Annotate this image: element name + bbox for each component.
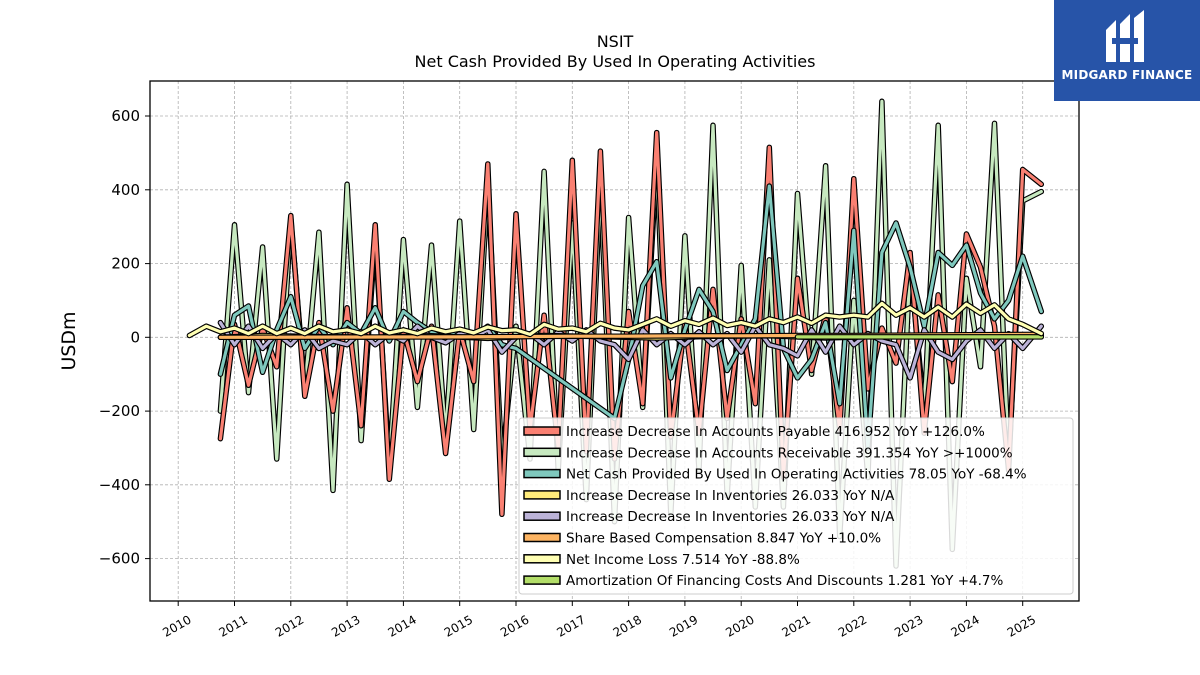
- logo-text: MIDGARD FINANCE: [1061, 68, 1193, 82]
- chart-title: NSIT: [597, 32, 634, 51]
- x-tick-label: 2021: [780, 612, 813, 639]
- legend-swatch: [523, 468, 561, 479]
- x-tick-label: 2025: [1005, 612, 1038, 639]
- x-tick-label: 2012: [273, 612, 306, 639]
- y-tick-label: 0: [130, 328, 140, 346]
- legend-swatch: [523, 490, 561, 500]
- legend-box: [518, 417, 1074, 595]
- legend-entry: Net Cash Provided By Used In Operating A…: [566, 467, 1027, 483]
- x-tick-label: 2016: [498, 612, 531, 639]
- legend-entry: Increase Decrease In Inventories 26.033 …: [566, 488, 895, 504]
- legend-swatch: [523, 426, 561, 436]
- legend-entry: Net Income Loss 7.514 YoY -88.8%: [566, 552, 800, 568]
- legend-entry: Increase Decrease In Accounts Receivable…: [566, 445, 1013, 461]
- legend-entry: Increase Decrease In Accounts Payable 41…: [566, 424, 985, 440]
- legend-entry: Increase Decrease In Inventories 26.033 …: [566, 509, 895, 525]
- x-tick-label: 2022: [836, 612, 869, 639]
- y-tick-label: 400: [111, 181, 140, 199]
- series-line: [187, 301, 1043, 338]
- series-layer: [186, 98, 1045, 569]
- x-tick-label: 2015: [442, 612, 475, 639]
- x-tick-label: 2011: [217, 612, 250, 639]
- legend-swatch: [523, 575, 561, 585]
- y-tick-label: −400: [99, 476, 140, 494]
- series-line: [218, 131, 1043, 516]
- y-tick-label: −200: [99, 402, 140, 420]
- legend-swatch: [523, 447, 561, 458]
- x-tick-label: 2024: [948, 612, 981, 639]
- legend-entry: Amortization Of Financing Costs And Disc…: [566, 573, 1003, 589]
- x-tick-label: 2014: [385, 612, 418, 639]
- x-tick-label: 2013: [329, 612, 362, 639]
- legend-swatch: [523, 554, 561, 564]
- x-tick-label: 2017: [554, 612, 587, 639]
- y-tick-label: 200: [111, 255, 140, 273]
- chart-subtitle: Net Cash Provided By Used In Operating A…: [415, 52, 816, 71]
- legend-swatch: [523, 511, 561, 521]
- legend-entry: Share Based Compensation 8.847 YoY +10.0…: [566, 531, 881, 547]
- y-axis-label: USDm: [58, 311, 80, 370]
- legend: Increase Decrease In Accounts Payable 41…: [518, 417, 1074, 595]
- plot-frame: [149, 80, 1080, 602]
- y-tick-label: 600: [111, 107, 140, 125]
- x-tick-label: 2018: [611, 612, 644, 639]
- x-tick-label: 2010: [160, 612, 193, 639]
- x-tick-label: 2019: [667, 612, 700, 639]
- logo-mark-icon: [1106, 10, 1144, 62]
- x-tick-label: 2020: [723, 612, 756, 639]
- y-tick-label: −600: [99, 550, 140, 568]
- x-tick-label: 2023: [892, 612, 925, 639]
- legend-swatch: [523, 532, 561, 543]
- midgard-finance-logo: MIDGARD FINANCE: [1054, 0, 1200, 101]
